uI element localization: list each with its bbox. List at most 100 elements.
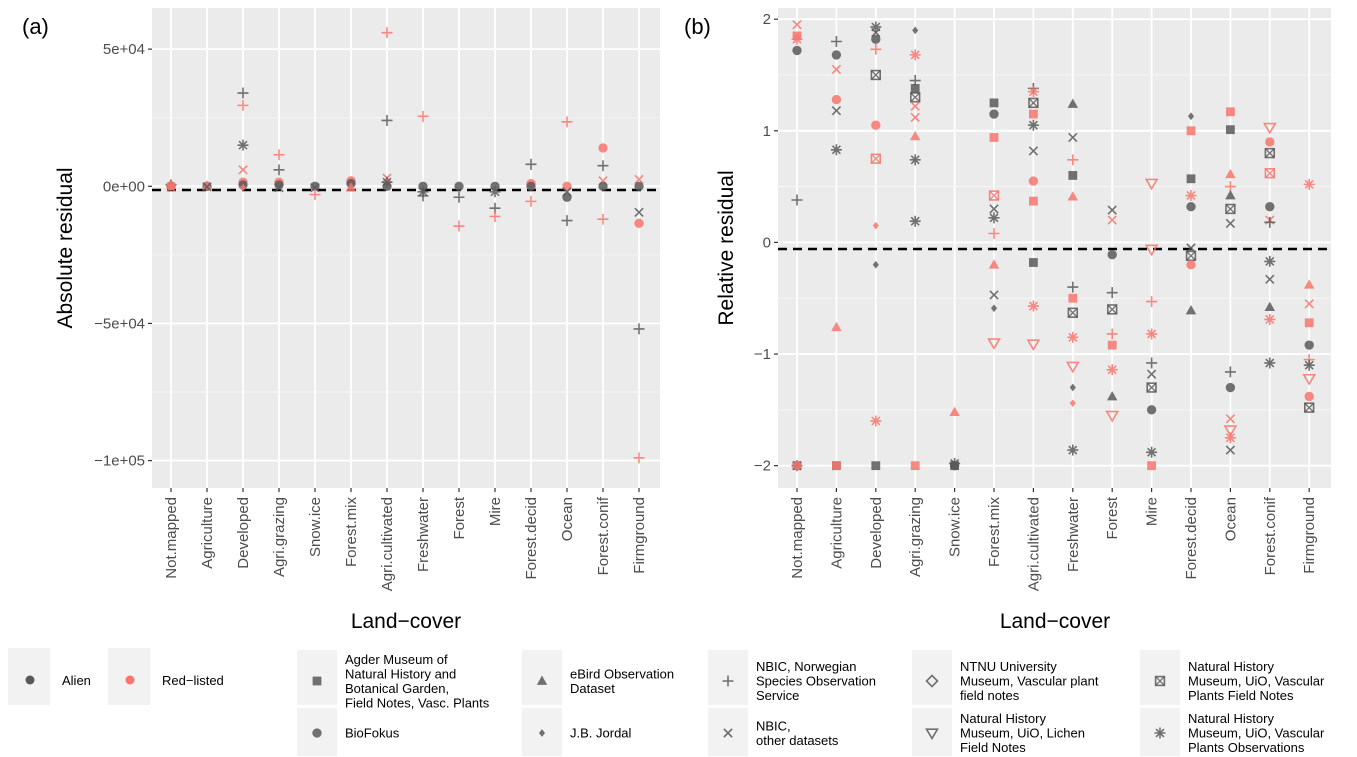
legend-shape-square-icon [312, 676, 322, 686]
legend-shape-open-diamond-icon [925, 674, 939, 688]
data-point-forest-decid [1186, 126, 1196, 136]
data-point-agri-cultivated [1028, 176, 1039, 186]
legend-label-nbic-other-datasets: NBIC, other datasets [756, 718, 839, 748]
data-point-ocean [1225, 203, 1236, 215]
data-point-mire [1144, 178, 1159, 191]
data-point-forest-mix [989, 109, 999, 119]
x-tick-label-not-mapped: Not.mapped [163, 497, 180, 579]
x-tick-label-forest-decid: Forest.decid [523, 497, 540, 580]
data-point-firmground [1303, 279, 1315, 289]
legend-label-nbic-norwegian-species-observation-service: NBIC, Norwegian Species Observation Servic… [756, 659, 876, 703]
legend-label-natural-history-museum-uio-lichen-field-notes: Natural History Museum, UiO, Lichen Field … [960, 711, 1085, 755]
data-point-developed [871, 461, 881, 471]
data-point-developed [237, 139, 249, 151]
data-point-ocean [561, 215, 573, 227]
data-point-ocean [1225, 190, 1236, 200]
data-point-forest-decid [1187, 112, 1195, 121]
data-point-freshwater [1067, 444, 1079, 456]
data-point-forest-decid [1186, 202, 1196, 212]
data-point-agri-cultivated [381, 27, 393, 39]
data-point-forest-decid [525, 195, 537, 207]
data-point-developed [871, 27, 881, 38]
legend-label-agder-museum-of-natural-history-and-botanical-garden-field-notes-vasc-plants: Agder Museum of Natural History and Botani… [345, 652, 490, 711]
panel-a-label: (a) [22, 14, 49, 39]
legend-shape-plus-icon [722, 675, 734, 687]
data-point-forest-mix [345, 182, 357, 192]
data-point-mire [1144, 244, 1159, 257]
x-tick-label-agri-grazing: Agri.grazing [271, 497, 288, 577]
legend-shape-asterisk-icon [1154, 727, 1166, 739]
data-point-agri-grazing [273, 164, 285, 176]
data-point-freshwater [1069, 383, 1076, 392]
data-point-freshwater [1067, 281, 1079, 293]
data-point-not-mapped [792, 460, 802, 471]
data-point-forest [1107, 205, 1117, 215]
x-tick-label-forest-mix: Forest.mix [986, 497, 1003, 568]
x-tick-label-forest: Forest [1104, 496, 1121, 539]
data-point-developed [239, 183, 247, 192]
x-tick-label-ocean: Ocean [559, 497, 576, 541]
y-tick-label: 2 [763, 11, 771, 28]
data-point-forest [453, 220, 465, 232]
data-point-forest-decid [1186, 260, 1196, 270]
data-point-firmground [633, 452, 645, 464]
data-point-agri-cultivated [1028, 97, 1039, 109]
panel-a-x-axis-title: Land−cover [351, 610, 461, 633]
data-point-developed [870, 43, 882, 55]
data-point-agri-grazing [910, 92, 921, 103]
legend: Alien Red−listed Agder Museum of Natural Hi… [8, 648, 1325, 756]
data-point-firmground [634, 218, 644, 228]
panel-a-gridlines [152, 8, 660, 488]
data-point-agri-cultivated [1029, 109, 1038, 119]
data-point-developed [871, 34, 881, 44]
data-point-ocean [1224, 366, 1236, 378]
data-point-ocean [1225, 168, 1236, 179]
data-point-forest-conif [1264, 255, 1276, 267]
data-point-agri-grazing [273, 149, 285, 161]
data-point-forest [1106, 287, 1118, 299]
data-point-freshwater [417, 190, 429, 202]
data-point-firmground [634, 207, 644, 218]
legend-swatch-red-listed [125, 675, 135, 685]
data-point-freshwater [1067, 98, 1079, 108]
legend-shape-open-triangle-down-icon [925, 728, 939, 741]
data-point-mire [1146, 369, 1157, 379]
panel-b-label: (b) [684, 14, 711, 39]
legend-shape-boxed-x-icon [1154, 675, 1166, 687]
data-point-firmground [633, 323, 645, 335]
legend-shape-circle-icon [312, 728, 322, 738]
data-point-agriculture [830, 144, 842, 156]
x-tick-label-snow-ice: Snow.ice [307, 497, 324, 557]
data-point-agri-cultivated [1027, 119, 1039, 131]
data-point-not-mapped [166, 181, 176, 191]
data-point-not-mapped [791, 194, 803, 206]
data-point-snow-ice [949, 460, 960, 471]
data-point-agri-grazing [909, 49, 921, 61]
data-point-agri-grazing [274, 180, 284, 190]
legend-shape-diamond-icon [538, 729, 546, 737]
x-tick-label-firmground: Firmground [631, 497, 648, 574]
data-point-developed [238, 165, 248, 175]
legend-shape-triangle-icon [536, 675, 548, 685]
data-point-freshwater [1068, 132, 1078, 143]
data-point-agri-grazing [909, 154, 921, 166]
data-point-forest-conif [1264, 168, 1276, 179]
data-point-mire [1146, 405, 1157, 415]
data-point-agri-cultivated [1027, 300, 1039, 312]
panel-a-x-axis: Not.mapped Agriculture Developed Agri.grazi… [163, 488, 648, 591]
data-point-firmground [1303, 359, 1315, 371]
data-point-developed [237, 99, 249, 111]
data-point-forest [1106, 390, 1118, 401]
data-point-forest-conif [597, 213, 609, 225]
x-tick-label-agri-grazing: Agri.grazing [907, 497, 924, 577]
data-point-freshwater [1067, 307, 1079, 318]
data-point-forest-mix [989, 98, 999, 108]
data-point-forest [1107, 340, 1117, 350]
data-point-developed [237, 87, 249, 99]
data-point-freshwater [1067, 331, 1079, 343]
panel-a: (a) 5e+04 0e+00 −5e+04 −1e+05 Not.mapped Agr… [22, 8, 660, 633]
x-tick-label-snow-ice: Snow.ice [947, 497, 964, 557]
legend-label-j-b-jordal: J.B. Jordal [570, 726, 632, 741]
data-point-forest [1107, 250, 1117, 260]
data-point-forest-conif [598, 143, 608, 153]
